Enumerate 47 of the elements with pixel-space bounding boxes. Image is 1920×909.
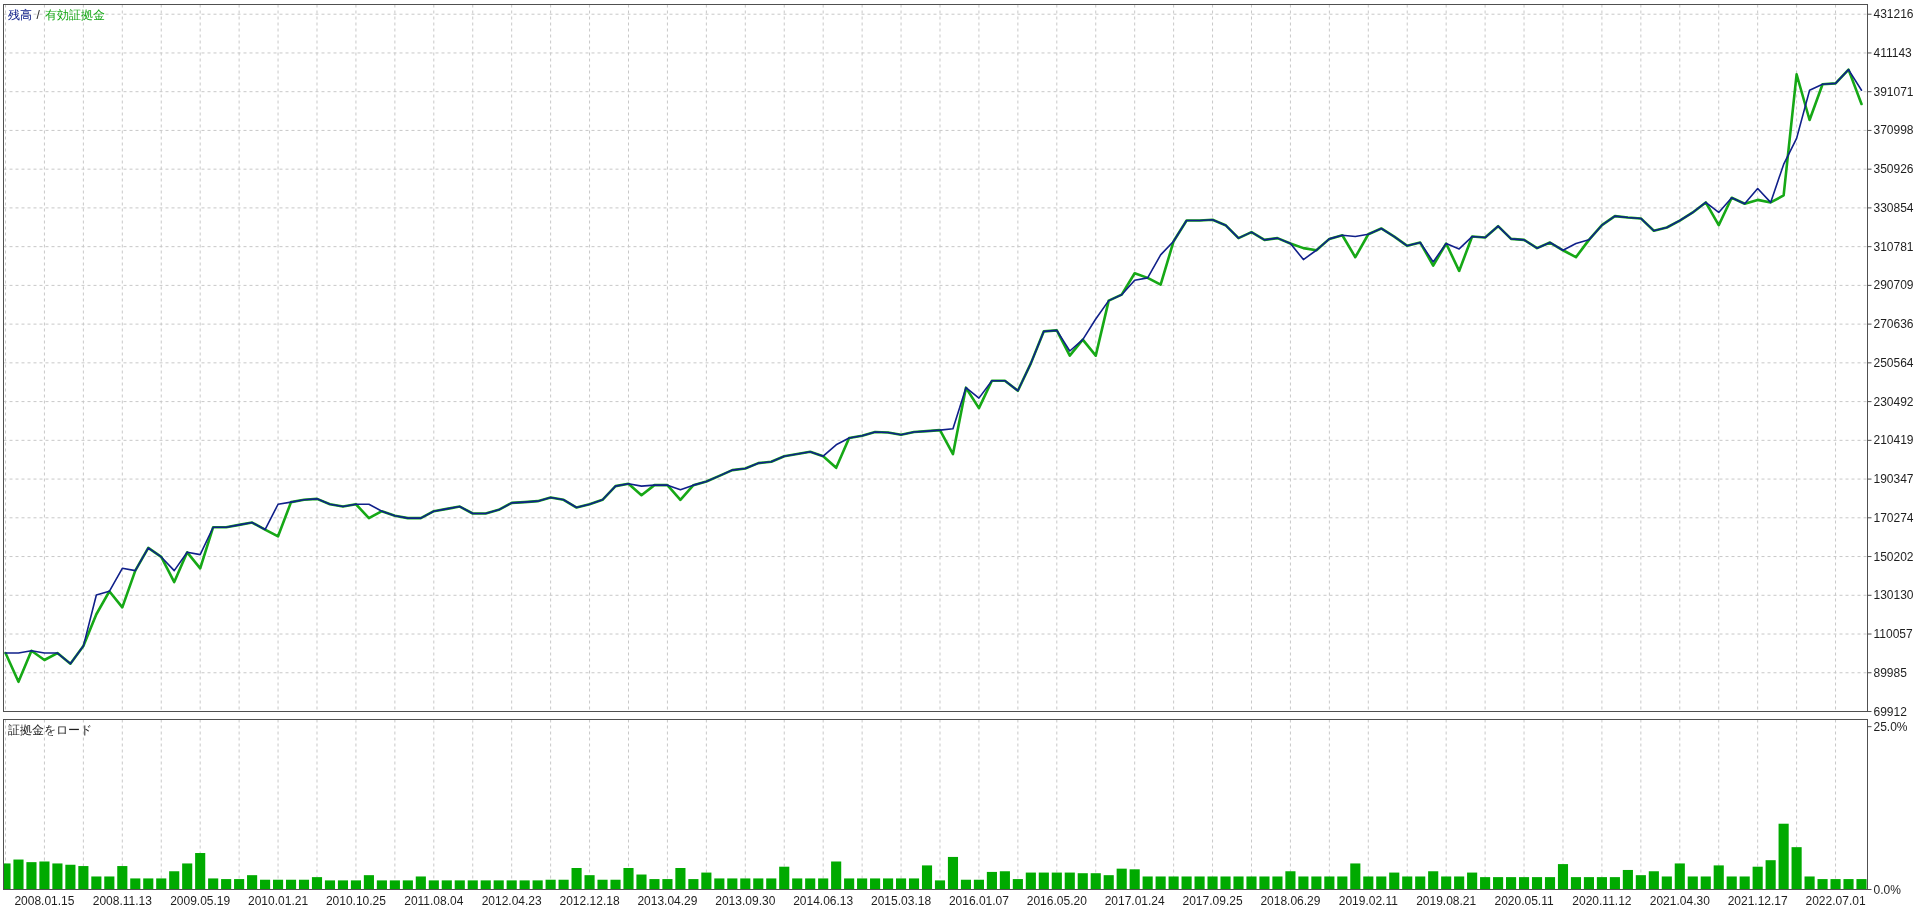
x-tick-label: 2017.09.25 bbox=[1182, 893, 1243, 908]
y-tick-label: 431216 bbox=[1873, 7, 1914, 22]
y-tick-label: 370998 bbox=[1873, 123, 1914, 138]
x-tick-label: 2010.10.25 bbox=[325, 893, 387, 908]
chart-title: 証拠金をロード bbox=[7, 722, 92, 737]
x-tick-label: 2018.06.29 bbox=[1260, 893, 1321, 908]
x-tick-label: 2020.11.12 bbox=[1572, 893, 1632, 908]
x-tick-label: 2010.01.21 bbox=[248, 893, 309, 908]
x-tick-label: 2012.04.23 bbox=[481, 893, 543, 908]
x-tick-label: 2011.08.04 bbox=[404, 893, 464, 908]
x-tick-label: 2017.01.24 bbox=[1104, 893, 1166, 908]
x-tick-label: 2008.01.15 bbox=[14, 893, 75, 908]
x-tick-label: 2009.05.19 bbox=[170, 893, 231, 908]
y-tick-label: 130130 bbox=[1873, 588, 1914, 603]
y-tick-label: 190347 bbox=[1873, 472, 1914, 487]
x-tick-label: 2013.09.30 bbox=[715, 893, 776, 908]
y-tick-label: 290709 bbox=[1873, 278, 1914, 293]
y-tick-label: 89985 bbox=[1873, 665, 1908, 680]
x-tick-label: 2022.07.01 bbox=[1805, 893, 1866, 908]
x-tick-label: 2020.05.11 bbox=[1494, 893, 1554, 908]
y-tick-label: 0.0% bbox=[1873, 882, 1902, 897]
x-tick-label: 2012.12.18 bbox=[559, 893, 620, 908]
x-tick-label: 2016.05.20 bbox=[1026, 893, 1088, 908]
x-tick-label: 2019.02.11 bbox=[1338, 893, 1399, 908]
y-tick-label: 250564 bbox=[1873, 355, 1914, 370]
x-tick-label: 2019.08.21 bbox=[1416, 893, 1477, 908]
x-tick-label: 2021.04.30 bbox=[1649, 893, 1711, 908]
y-tick-label: 230492 bbox=[1873, 394, 1914, 409]
x-tick-label: 2015.03.18 bbox=[871, 893, 932, 908]
y-tick-label: 270636 bbox=[1873, 317, 1914, 332]
x-tick-label: 2016.01.07 bbox=[948, 893, 1010, 908]
legend: 残高 / 有効証拠金 bbox=[7, 7, 105, 22]
y-tick-label: 69912 bbox=[1873, 704, 1908, 719]
y-tick-label: 310781 bbox=[1873, 239, 1914, 254]
x-tick-label: 2021.12.17 bbox=[1727, 893, 1789, 908]
x-tick-label: 2008.11.13 bbox=[92, 893, 153, 908]
x-tick-label: 2013.04.29 bbox=[637, 893, 698, 908]
y-tick-label: 411143 bbox=[1873, 45, 1913, 60]
y-tick-label: 330854 bbox=[1873, 200, 1914, 215]
y-tick-label: 350926 bbox=[1873, 162, 1914, 177]
y-tick-label: 150202 bbox=[1873, 549, 1914, 564]
y-tick-label: 391071 bbox=[1873, 84, 1914, 99]
y-tick-label: 170274 bbox=[1873, 510, 1914, 525]
y-tick-label: 110057 bbox=[1873, 627, 1913, 642]
y-tick-label: 210419 bbox=[1873, 433, 1914, 448]
y-tick-label: 25.0% bbox=[1873, 719, 1908, 734]
x-tick-label: 2014.06.13 bbox=[793, 893, 854, 908]
